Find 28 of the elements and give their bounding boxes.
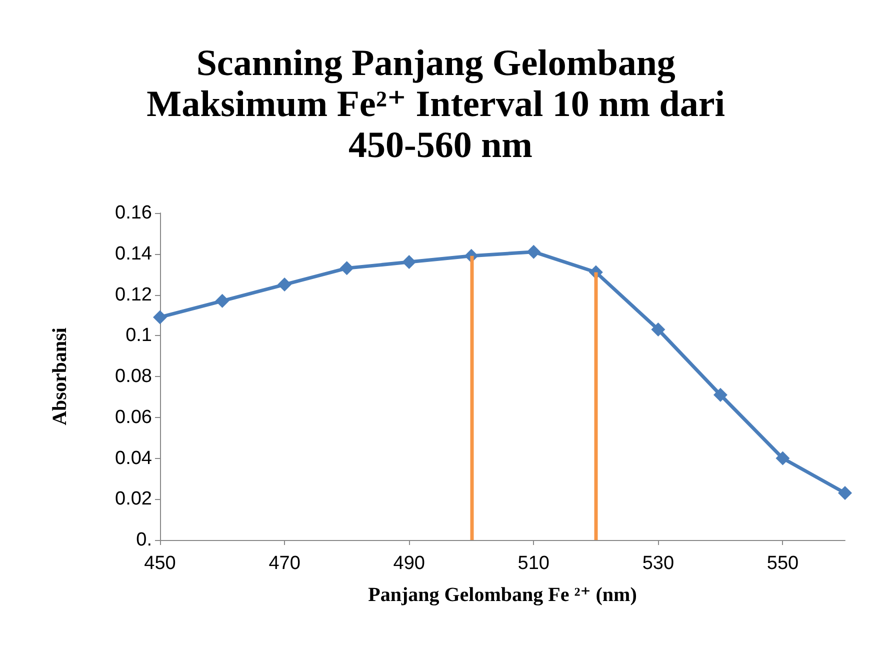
point <box>838 486 852 500</box>
chart-title: Scanning Panjang Gelombang Maksimum Fe²⁺ Interval 10 nm dari 450-560 nm <box>146 43 734 166</box>
y-tick-label: 0.12 <box>115 284 152 306</box>
x-tick-label: 550 <box>766 553 799 574</box>
point <box>651 322 666 336</box>
y-tick-label: 0. <box>136 530 152 550</box>
y-axis-title: Absorbansi <box>49 327 71 426</box>
x-tick-label: 450 <box>144 553 176 574</box>
point <box>713 388 728 402</box>
x-tick-label: 510 <box>518 553 550 574</box>
x-tick-label: 470 <box>268 553 300 574</box>
point <box>340 261 354 276</box>
point <box>526 244 541 259</box>
x-axis-title: Panjang Gelombang Fe ²⁺ (nm) <box>368 584 637 606</box>
y-tick-label: 0.14 <box>115 243 152 264</box>
y-tick-label: 0.04 <box>115 448 152 469</box>
point <box>278 278 292 292</box>
y-tick-label: 0.02 <box>115 488 152 510</box>
point <box>402 255 416 270</box>
y-tick-label: 0.16 <box>115 202 152 224</box>
point <box>215 294 230 308</box>
y-tick-label: 0.1 <box>126 325 152 346</box>
x-tick-label: 530 <box>642 553 674 574</box>
y-tick-label: 0.06 <box>115 406 152 428</box>
y-tick-label: 0.08 <box>115 366 152 387</box>
point <box>153 310 167 324</box>
x-tick-label: 490 <box>393 553 425 574</box>
point <box>776 451 790 466</box>
